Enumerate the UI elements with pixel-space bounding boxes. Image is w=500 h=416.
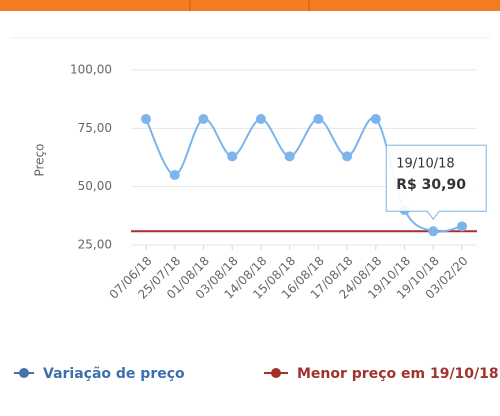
y-tick-label: 25,00: [78, 238, 112, 252]
point: [457, 221, 467, 232]
legend-label[interactable]: Menor preço em 19/10/18: [297, 366, 499, 382]
point: [342, 151, 353, 162]
point: [227, 151, 238, 162]
legend-label[interactable]: Variação de preço: [43, 366, 185, 382]
point: [255, 114, 266, 124]
point: [141, 114, 151, 124]
tooltip-value: R$ 30,90: [396, 177, 466, 193]
point: [169, 170, 180, 180]
legend-symbol: [271, 368, 281, 378]
y-tick-label: 100,00: [70, 63, 112, 77]
tooltip-box: [385, 144, 487, 221]
point: [198, 114, 209, 124]
y-tick-label: 50,00: [78, 179, 112, 193]
y-tick-label: 75,00: [78, 121, 112, 135]
point: [284, 151, 295, 162]
point: [428, 226, 439, 237]
tooltip-title: 19/10/18: [396, 157, 454, 172]
top-bar: [0, 0, 500, 11]
point: [370, 114, 381, 124]
point: [313, 114, 324, 124]
y-axis-label: Preço: [33, 143, 47, 176]
legend-symbol: [19, 368, 29, 378]
